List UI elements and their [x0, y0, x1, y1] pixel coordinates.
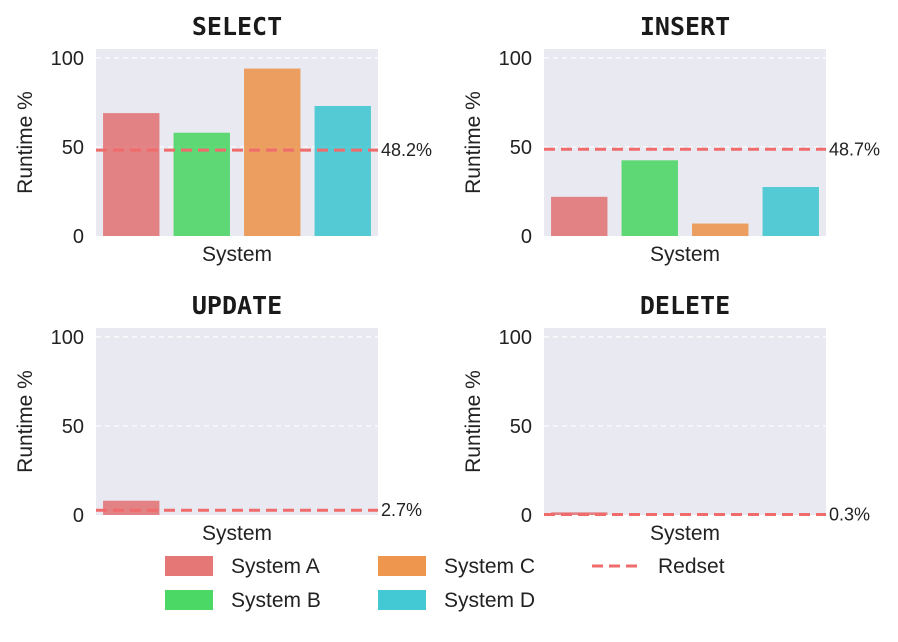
panel-delete: 0 50 100 0.3% DELETE System Runtime % [462, 291, 870, 545]
y-axis-label: Runtime % [14, 91, 37, 194]
legend-label: System B [231, 589, 321, 612]
bar-system-c [244, 68, 301, 236]
legend-item-system-c: System C [378, 555, 535, 578]
bar-system-b [173, 132, 230, 236]
legend-label: System C [444, 555, 535, 578]
y-tick-label: 100 [51, 48, 84, 70]
bar-system-b [621, 160, 678, 236]
bar-system-c [692, 223, 749, 236]
y-tick-label: 0 [521, 226, 532, 248]
y-axis-label: Runtime % [462, 91, 485, 194]
y-tick-label: 100 [499, 48, 532, 70]
legend-swatch [378, 556, 426, 576]
y-tick-label: 0 [521, 505, 532, 527]
y-tick-label: 0 [73, 505, 84, 527]
legend-item-redset: Redset [592, 555, 725, 578]
x-axis-label: System [202, 243, 272, 266]
legend-swatch [378, 590, 426, 610]
panel-title: UPDATE [192, 291, 282, 320]
y-tick-label: 100 [51, 327, 84, 349]
panel-title: DELETE [640, 291, 730, 320]
legend-item-system-a: System A [165, 555, 320, 578]
y-tick-label: 50 [510, 137, 532, 159]
plot-area [544, 328, 826, 515]
legend-swatch [165, 590, 213, 610]
y-axis-label: Runtime % [14, 370, 37, 473]
panel-title: SELECT [192, 12, 282, 41]
panel-insert: 0 50 100 48.7% INSERT System Runtime % [462, 12, 880, 266]
redset-value-label: 48.7% [829, 139, 880, 159]
y-tick-label: 50 [510, 416, 532, 438]
redset-value-label: 0.3% [829, 504, 870, 524]
bar-system-a [103, 113, 160, 236]
bar-system-a [551, 196, 608, 236]
redset-value-label: 2.7% [381, 500, 422, 520]
legend-label: System D [444, 589, 535, 612]
y-tick-label: 50 [62, 137, 84, 159]
x-axis-label: System [650, 243, 720, 266]
bar-system-d [314, 105, 371, 236]
legend-label: System A [231, 555, 320, 578]
legend-swatch [165, 556, 213, 576]
y-axis-label: Runtime % [462, 370, 485, 473]
panel-select: 0 50 100 48.2% SELECT System Runtime % [14, 12, 432, 266]
panel-title: INSERT [640, 12, 730, 41]
y-tick-label: 100 [499, 327, 532, 349]
plot-area [96, 328, 378, 515]
legend-label: Redset [658, 555, 725, 578]
y-tick-label: 0 [73, 226, 84, 248]
x-axis-label: System [202, 522, 272, 545]
redset-value-label: 48.2% [381, 140, 432, 160]
bar-system-a [103, 500, 160, 515]
y-tick-label: 50 [62, 416, 84, 438]
bar-system-d [762, 187, 819, 236]
panel-update: 0 50 100 2.7% UPDATE System Runtime % [14, 291, 422, 545]
legend-item-system-b: System B [165, 589, 321, 612]
legend-item-system-d: System D [378, 589, 535, 612]
x-axis-label: System [650, 522, 720, 545]
legend: System A System B System C System D Redset [165, 555, 725, 612]
